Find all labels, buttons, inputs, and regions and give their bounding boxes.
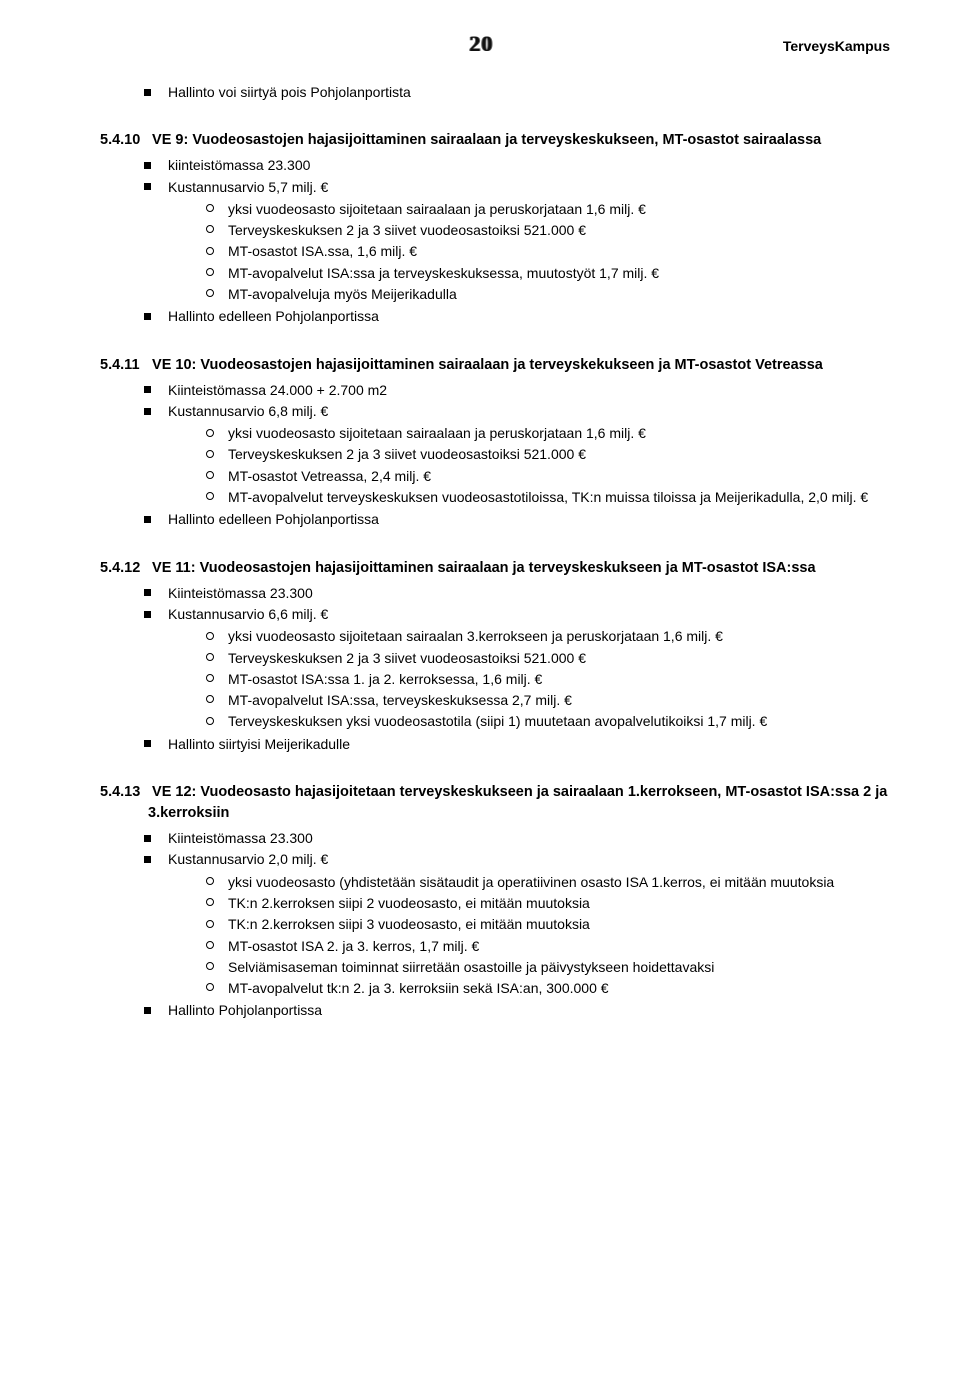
section-title: VE 10: Vuodeosastojen hajasijoittaminen … (152, 357, 823, 373)
section-heading: 5.4.11 VE 10: Vuodeosastojen hajasijoitt… (100, 355, 890, 376)
list-item: MT-osastot ISA:ssa 1. ja 2. kerroksessa,… (206, 669, 890, 689)
list-item: Kustannusarvio 6,8 milj. € yksi vuodeosas… (144, 401, 890, 507)
list-item-text: Kustannusarvio 5,7 milj. € (168, 179, 328, 195)
list-item: kiinteistömassa 23.300 (144, 155, 890, 175)
square-bullet-list: kiinteistömassa 23.300 Kustannusarvio 5,7… (100, 155, 890, 326)
square-bullet-list: Kiinteistömassa 23.300 Kustannusarvio 6,6… (100, 583, 890, 754)
list-item-text: Hallinto Pohjolanportissa (168, 1002, 322, 1018)
list-item: MT-osastot Vetreassa, 2,4 milj. € (206, 466, 890, 486)
section-number: 5.4.11 (100, 355, 148, 376)
list-item: Kiinteistömassa 24.000 + 2.700 m2 (144, 380, 890, 400)
list-item: Selviämisaseman toiminnat siirretään osa… (206, 957, 890, 977)
section: 5.4.11 VE 10: Vuodeosastojen hajasijoitt… (100, 355, 890, 530)
section-title: VE 11: Vuodeosastojen hajasijoittaminen … (152, 560, 816, 576)
section-heading: 5.4.10 VE 9: Vuodeosastojen hajasijoitta… (100, 130, 890, 151)
list-item: Kustannusarvio 5,7 milj. € yksi vuodeosas… (144, 177, 890, 305)
list-item: yksi vuodeosasto sijoitetaan sairaalan 3… (206, 626, 890, 646)
section: 5.4.10 VE 9: Vuodeosastojen hajasijoitta… (100, 130, 890, 326)
list-item: MT-avopalvelut ISA:ssa ja terveyskeskuks… (206, 263, 890, 283)
list-item: yksi vuodeosasto (yhdistetään sisätaudit… (206, 872, 890, 892)
list-item: yksi vuodeosasto sijoitetaan sairaalaan … (206, 423, 890, 443)
list-item: Terveyskeskuksen 2 ja 3 siivet vuodeosas… (206, 444, 890, 464)
section: 5.4.13 VE 12: Vuodeosasto hajasijoitetaa… (100, 782, 890, 1021)
list-item-text: Hallinto edelleen Pohjolanportissa (168, 308, 379, 324)
page-number: 20 (469, 31, 493, 56)
list-item-text: Kiinteistömassa 23.300 (168, 585, 313, 601)
list-item: TK:n 2.kerroksen siipi 2 vuodeosasto, ei… (206, 893, 890, 913)
circle-bullet-list: yksi vuodeosasto sijoitetaan sairaalaan … (168, 199, 890, 304)
list-item: MT-avopalvelut terveyskeskuksen vuodeosa… (206, 487, 890, 507)
list-item: Terveyskeskuksen yksi vuodeosastotila (s… (206, 711, 890, 731)
list-item-text: Hallinto voi siirtyä pois Pohjolanportis… (168, 84, 411, 100)
list-item: Hallinto edelleen Pohjolanportissa (144, 509, 890, 529)
list-item: MT-osastot ISA.ssa, 1,6 milj. € (206, 241, 890, 261)
list-item-text: Kustannusarvio 2,0 milj. € (168, 851, 328, 867)
list-item-text: Kustannusarvio 6,6 milj. € (168, 606, 328, 622)
intro-block: Hallinto voi siirtyä pois Pohjolanportis… (100, 82, 890, 102)
square-bullet-list: Kiinteistömassa 23.300 Kustannusarvio 2,0… (100, 828, 890, 1021)
list-item-text: Kiinteistömassa 23.300 (168, 830, 313, 846)
list-item-text: Kustannusarvio 6,8 milj. € (168, 403, 328, 419)
list-item: yksi vuodeosasto sijoitetaan sairaalaan … (206, 199, 890, 219)
section-heading: 5.4.12 VE 11: Vuodeosastojen hajasijoitt… (100, 558, 890, 579)
circle-bullet-list: yksi vuodeosasto sijoitetaan sairaalan 3… (168, 626, 890, 731)
list-item: Hallinto siirtyisi Meijerikadulle (144, 734, 890, 754)
section-number: 5.4.12 (100, 558, 148, 579)
section-title: VE 12: Vuodeosasto hajasijoitetaan terve… (148, 784, 887, 821)
list-item: Kiinteistömassa 23.300 (144, 828, 890, 848)
document-body: Hallinto voi siirtyä pois Pohjolanportis… (100, 82, 890, 1021)
list-item: Kiinteistömassa 23.300 (144, 583, 890, 603)
list-item: MT-avopalvelut tk:n 2. ja 3. kerroksiin … (206, 978, 890, 998)
section: 5.4.12 VE 11: Vuodeosastojen hajasijoitt… (100, 558, 890, 754)
list-item: Terveyskeskuksen 2 ja 3 siivet vuodeosas… (206, 220, 890, 240)
list-item: Hallinto Pohjolanportissa (144, 1000, 890, 1020)
section-title: VE 9: Vuodeosastojen hajasijoittaminen s… (152, 132, 821, 148)
document-title: TerveysKampus (783, 36, 890, 56)
list-item-text: kiinteistömassa 23.300 (168, 157, 310, 173)
circle-bullet-list: yksi vuodeosasto sijoitetaan sairaalaan … (168, 423, 890, 507)
list-item: Hallinto edelleen Pohjolanportissa (144, 306, 890, 326)
list-item: MT-osastot ISA 2. ja 3. kerros, 1,7 milj… (206, 936, 890, 956)
list-item: Terveyskeskuksen 2 ja 3 siivet vuodeosas… (206, 648, 890, 668)
list-item: TK:n 2.kerroksen siipi 3 vuodeosasto, ei… (206, 914, 890, 934)
list-item: Kustannusarvio 6,6 milj. € yksi vuodeosas… (144, 604, 890, 732)
list-item: Kustannusarvio 2,0 milj. € yksi vuodeosas… (144, 849, 890, 998)
section-number: 5.4.13 (100, 782, 148, 803)
list-item: Hallinto voi siirtyä pois Pohjolanportis… (144, 82, 890, 102)
square-bullet-list: Kiinteistömassa 24.000 + 2.700 m2 Kustann… (100, 380, 890, 530)
circle-bullet-list: yksi vuodeosasto (yhdistetään sisätaudit… (168, 872, 890, 999)
list-item: MT-avopalvelut ISA:ssa, terveyskeskukses… (206, 690, 890, 710)
list-item-text: Kiinteistömassa 24.000 + 2.700 m2 (168, 382, 387, 398)
list-item: MT-avopalveluja myös Meijerikadulla (206, 284, 890, 304)
section-number: 5.4.10 (100, 130, 148, 151)
list-item-text: Hallinto edelleen Pohjolanportissa (168, 511, 379, 527)
page-header: 20 TerveysKampus (100, 28, 890, 60)
page-number-wrap: 20 (180, 28, 783, 60)
square-bullet-list: Hallinto voi siirtyä pois Pohjolanportis… (100, 82, 890, 102)
list-item-text: Hallinto siirtyisi Meijerikadulle (168, 736, 350, 752)
section-heading: 5.4.13 VE 12: Vuodeosasto hajasijoitetaa… (100, 782, 890, 824)
